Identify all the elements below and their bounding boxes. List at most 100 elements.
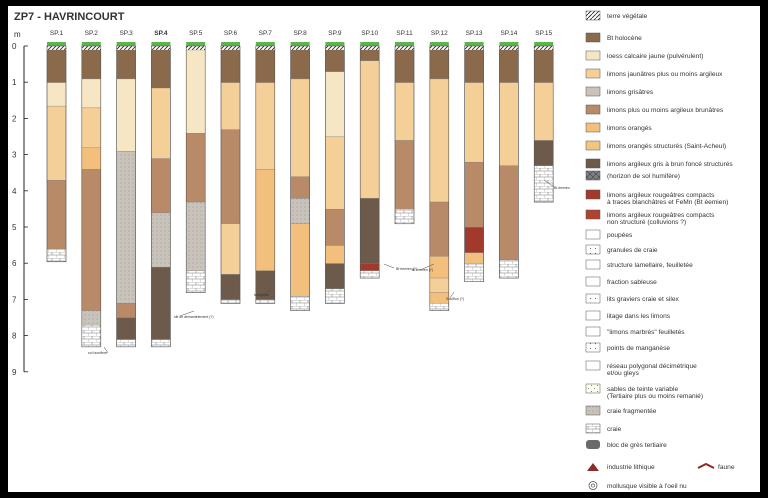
legend-swatch-inner <box>591 483 595 488</box>
legend-swatch <box>585 158 601 169</box>
section-label: SP.2 <box>85 30 99 37</box>
strata-layer <box>534 165 554 203</box>
legend-item: bloc de grès tertiaire <box>586 440 667 449</box>
strata-layer <box>429 303 449 311</box>
strata-layer <box>534 82 554 141</box>
legend-swatch <box>585 293 601 304</box>
legend: terre végétale Bt holocène loess calcaire … <box>585 10 735 490</box>
topsoil-layer <box>325 46 345 50</box>
strata-layer <box>499 165 519 261</box>
topsoil-layer <box>221 46 240 50</box>
strata-layer <box>499 259 519 279</box>
strata-layer <box>464 82 484 163</box>
strata-layer <box>116 78 136 152</box>
legend-swatch <box>585 10 601 21</box>
strata-layer <box>46 180 67 250</box>
section-column: SP.3 <box>116 30 136 348</box>
axis-tick-label: 6 <box>12 259 17 268</box>
legend-label: Bt holocène <box>607 35 642 42</box>
axis-tick-label: 8 <box>12 332 17 341</box>
legend-item: craie <box>585 423 622 434</box>
section-column: SP.6 <box>220 30 241 304</box>
section-label: SP.9 <box>328 30 342 37</box>
section-column: SP.8 <box>290 30 310 311</box>
strata-layer <box>46 49 67 83</box>
strata-layer <box>116 317 136 340</box>
section-label: SP.10 <box>361 30 378 37</box>
legend-label: lits graviers craie et silex <box>607 296 680 303</box>
grass-top <box>221 42 240 46</box>
annotation-sol-tiphon: sol tiphon <box>254 293 269 297</box>
annotation-bt-eemien-10: Bt éemien (?) <box>396 267 417 271</box>
legend-item: industrie lithique <box>587 463 655 471</box>
strata-layer <box>46 82 67 107</box>
strata-layer <box>220 299 241 304</box>
legend-swatch <box>585 122 601 133</box>
strata-layer <box>116 303 136 319</box>
legend-label: granules de craie <box>607 247 658 254</box>
strata-layer <box>220 223 241 275</box>
annotation-leaders <box>103 179 555 354</box>
axis-tick-label: 4 <box>12 187 17 196</box>
grass-top <box>290 42 310 46</box>
legend-label: (horizon de sol humifère) <box>607 173 680 180</box>
axis-tick-label: 0 <box>12 42 17 51</box>
strata-layer <box>290 49 310 80</box>
strata-layer <box>394 82 415 141</box>
legend-item: limons jaunâtres plus ou moins argileux <box>585 68 723 79</box>
strata-layer <box>325 209 345 246</box>
legend-label: fraction sableuse <box>607 279 657 286</box>
strata-layer <box>220 49 241 83</box>
topsoil-layer <box>429 46 449 50</box>
grass-top <box>186 42 206 46</box>
grass-top <box>116 42 136 46</box>
axis-tick-label: 3 <box>12 151 17 160</box>
topsoil-layer <box>395 46 414 50</box>
section-column: SP.9 <box>325 30 345 304</box>
legend-label: limons jaunâtres plus ou moins argileux <box>607 71 723 78</box>
legend-swatch <box>585 32 601 43</box>
section-outline <box>290 45 310 311</box>
legend-swatch <box>585 259 601 270</box>
strata-layer <box>255 82 275 170</box>
strata-layer <box>186 201 206 271</box>
grass-top <box>395 42 414 46</box>
legend-swatch <box>585 229 601 240</box>
legend-label: limons plus ou moins argileux brunâtres <box>607 107 724 114</box>
legend-swatch <box>585 140 601 151</box>
strata-layer <box>151 158 171 214</box>
legend-label: limons orangés structurés (Saint-Acheul) <box>607 143 726 150</box>
legend-item: loess calcaire jaune (pulvérulent) <box>585 50 703 61</box>
legend-label-line2: (Tertiaire plus ou moins remanié) <box>607 393 703 400</box>
section-label: SP.3 <box>119 30 133 37</box>
strata-layer <box>255 49 275 83</box>
strata-layer <box>429 78 449 203</box>
topsoil-layer <box>186 46 206 50</box>
strata-layer <box>394 49 415 83</box>
strata-layer <box>116 49 136 80</box>
legend-label: "limons marbrés" feuilletés <box>607 329 685 336</box>
section-label: SP.1 <box>50 30 64 37</box>
topsoil-layer <box>47 46 66 50</box>
legend-item: litage dans les limons <box>585 310 671 321</box>
legend-item: points de manganèse <box>585 342 670 353</box>
legend-item: craie fragmentée <box>585 405 657 416</box>
section-column: SP.2 <box>81 30 102 348</box>
legend-item: sables de teinte variable(Tertiaire plus… <box>585 383 703 400</box>
section-outline <box>533 45 554 203</box>
section-outline <box>325 45 345 304</box>
strata-layer <box>151 212 171 268</box>
section-outline <box>185 45 206 293</box>
strata-layer <box>186 133 206 203</box>
annotation-bt-eemien-12: Bt éemien (?) <box>412 268 433 272</box>
section-column: SP.5 <box>185 30 206 293</box>
section-outline <box>220 45 241 304</box>
section-outline <box>499 45 519 279</box>
grass-top <box>325 42 345 46</box>
legend-label: craie <box>607 426 622 433</box>
section-label: SP.8 <box>293 30 307 37</box>
strata-layer <box>81 49 101 80</box>
section-label: SP.5 <box>189 30 203 37</box>
